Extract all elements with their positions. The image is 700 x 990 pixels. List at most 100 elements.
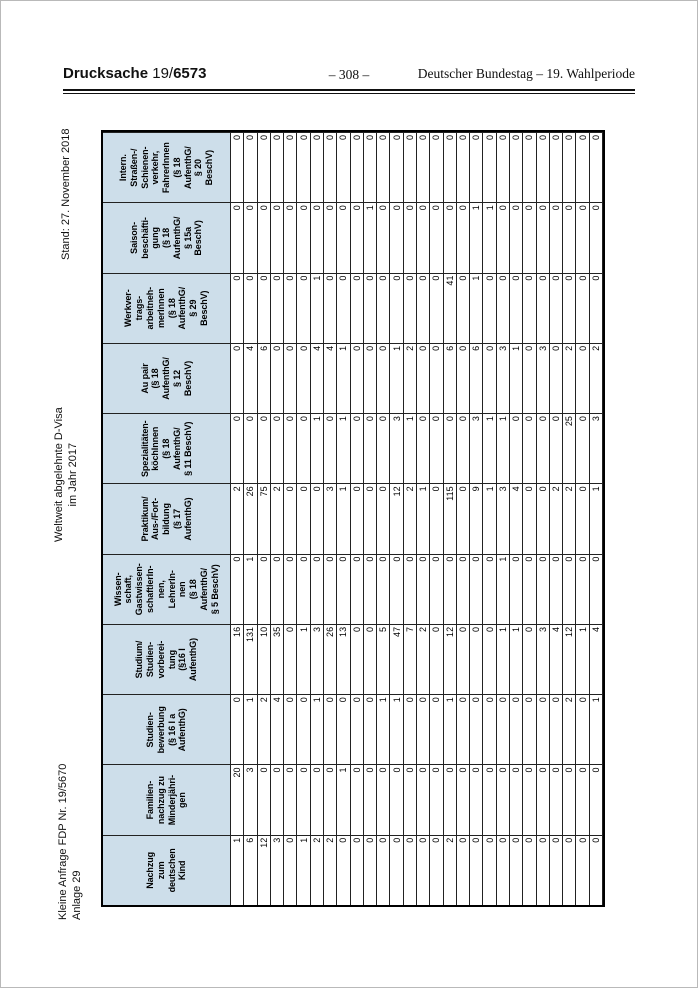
table-cell: 0 <box>350 272 364 343</box>
table-cell: 1 <box>576 623 590 695</box>
column-header: Spezialitäten- köchInnen (§ 18 AufenthG/… <box>103 413 231 484</box>
table-cell: 0 <box>483 694 497 765</box>
table-cell: 0 <box>363 623 378 695</box>
table-cell: 0 <box>244 202 258 273</box>
table-cell: 0 <box>231 202 245 273</box>
table-cell: 0 <box>377 342 391 414</box>
table-cell: 0 <box>390 132 404 203</box>
table-cell: 0 <box>576 553 590 624</box>
table-cell: 0 <box>323 132 338 203</box>
table-cell: 0 <box>377 413 391 484</box>
bundestag-label: Deutscher Bundestag – 19. Wahlperiode <box>417 66 635 81</box>
table-cell: 0 <box>390 834 404 905</box>
table-cell: 0 <box>430 272 444 343</box>
table-cell: 0 <box>390 202 404 273</box>
table-cell: 0 <box>496 272 510 343</box>
table-cell: 3 <box>470 413 484 484</box>
table-cell: 0 <box>509 834 524 905</box>
table-cell: 0 <box>257 132 271 203</box>
table-cell: 1 <box>509 623 524 695</box>
table-cell: 0 <box>323 413 338 484</box>
table-cell: 0 <box>589 202 603 273</box>
table-cell: 3 <box>536 342 550 414</box>
table-cell: 0 <box>416 764 431 835</box>
table-cell: 0 <box>270 553 285 624</box>
table-cell: 6 <box>257 342 271 414</box>
table-cell: 0 <box>310 553 324 624</box>
table-cell: 0 <box>297 132 311 203</box>
table-cell: 0 <box>536 764 550 835</box>
table-cell: 0 <box>270 132 285 203</box>
table-cell: 1 <box>589 483 603 554</box>
table-cell: 4 <box>509 483 524 554</box>
table-cell: 4 <box>244 342 258 414</box>
table-cell: 0 <box>363 834 378 905</box>
table-cell: 1 <box>483 202 497 273</box>
table-cell: 0 <box>430 202 444 273</box>
table-cell: 0 <box>523 132 537 203</box>
visa-statistics-table: Nachzug zum deutschen Kind Familien- nach… <box>101 130 605 907</box>
table-cell: 2 <box>549 483 564 554</box>
table-cell: 0 <box>483 834 497 905</box>
table-cell: 0 <box>456 132 471 203</box>
table-cell: 0 <box>377 202 391 273</box>
table-cell: 0 <box>430 132 444 203</box>
table-cell: 0 <box>456 272 471 343</box>
table-title: Weltweit abgelehnte D-Visa im Jahr 2017 <box>53 407 79 542</box>
table-cell: 3 <box>536 623 550 695</box>
table-cell: 0 <box>323 764 338 835</box>
table-cell: 0 <box>337 694 351 765</box>
table-cell: 0 <box>483 623 497 695</box>
table-cell: 0 <box>509 202 524 273</box>
table-cell: 0 <box>297 342 311 414</box>
table-cell: 0 <box>297 764 311 835</box>
table-cell: 0 <box>363 764 378 835</box>
table-cell: 1 <box>297 623 311 695</box>
table-cell: 1 <box>443 694 457 765</box>
table-cell: 13 <box>337 623 351 695</box>
table-cell: 2 <box>589 342 603 414</box>
table-cell: 0 <box>231 132 245 203</box>
table-cell: 0 <box>536 694 550 765</box>
page-header: Drucksache 19/6573 – 308 – Deutscher Bun… <box>63 65 635 87</box>
table-cell: 2 <box>257 694 271 765</box>
table-cell: 0 <box>456 694 471 765</box>
drucksache-label: Drucksache <box>63 65 149 82</box>
table-cell: 0 <box>549 694 564 765</box>
table-cell: 4 <box>310 342 324 414</box>
table-cell: 3 <box>390 413 404 484</box>
table-cell: 0 <box>350 834 364 905</box>
table-cell: 0 <box>456 342 471 414</box>
table-cell: 0 <box>284 132 298 203</box>
table-cell: 0 <box>416 553 431 624</box>
table-cell: 0 <box>350 413 364 484</box>
table-cell: 0 <box>416 202 431 273</box>
table-cell: 4 <box>549 623 564 695</box>
table-cell: 0 <box>257 764 271 835</box>
table-cell: 26 <box>244 483 258 554</box>
table-cell: 41 <box>443 272 457 343</box>
table-cell: 0 <box>350 342 364 414</box>
column-header: Intern. Straßen-/ Schienen- verkehr, Fah… <box>103 132 231 203</box>
table-cell: 26 <box>323 623 338 695</box>
table-cell: 0 <box>403 764 417 835</box>
table-cell: 0 <box>244 413 258 484</box>
table-cell: 1 <box>483 413 497 484</box>
table-cell: 0 <box>589 764 603 835</box>
table-cell: 0 <box>576 413 590 484</box>
table-cell: 0 <box>523 413 537 484</box>
table-cell: 0 <box>549 553 564 624</box>
table-cell: 0 <box>350 694 364 765</box>
table-cell: 0 <box>536 413 550 484</box>
table-cell: 0 <box>297 553 311 624</box>
table-cell: 0 <box>297 272 311 343</box>
table-cell: 0 <box>589 553 603 624</box>
column-header: Au pair (§ 18 AufenthG/ § 12 BeschV) <box>103 342 231 414</box>
table-cell: 0 <box>523 342 537 414</box>
table-cell: 0 <box>563 202 577 273</box>
table-cell: 0 <box>403 834 417 905</box>
table-cell: 0 <box>549 272 564 343</box>
drucksache-prefix: 19/ <box>152 65 174 82</box>
table-cell: 0 <box>549 834 564 905</box>
